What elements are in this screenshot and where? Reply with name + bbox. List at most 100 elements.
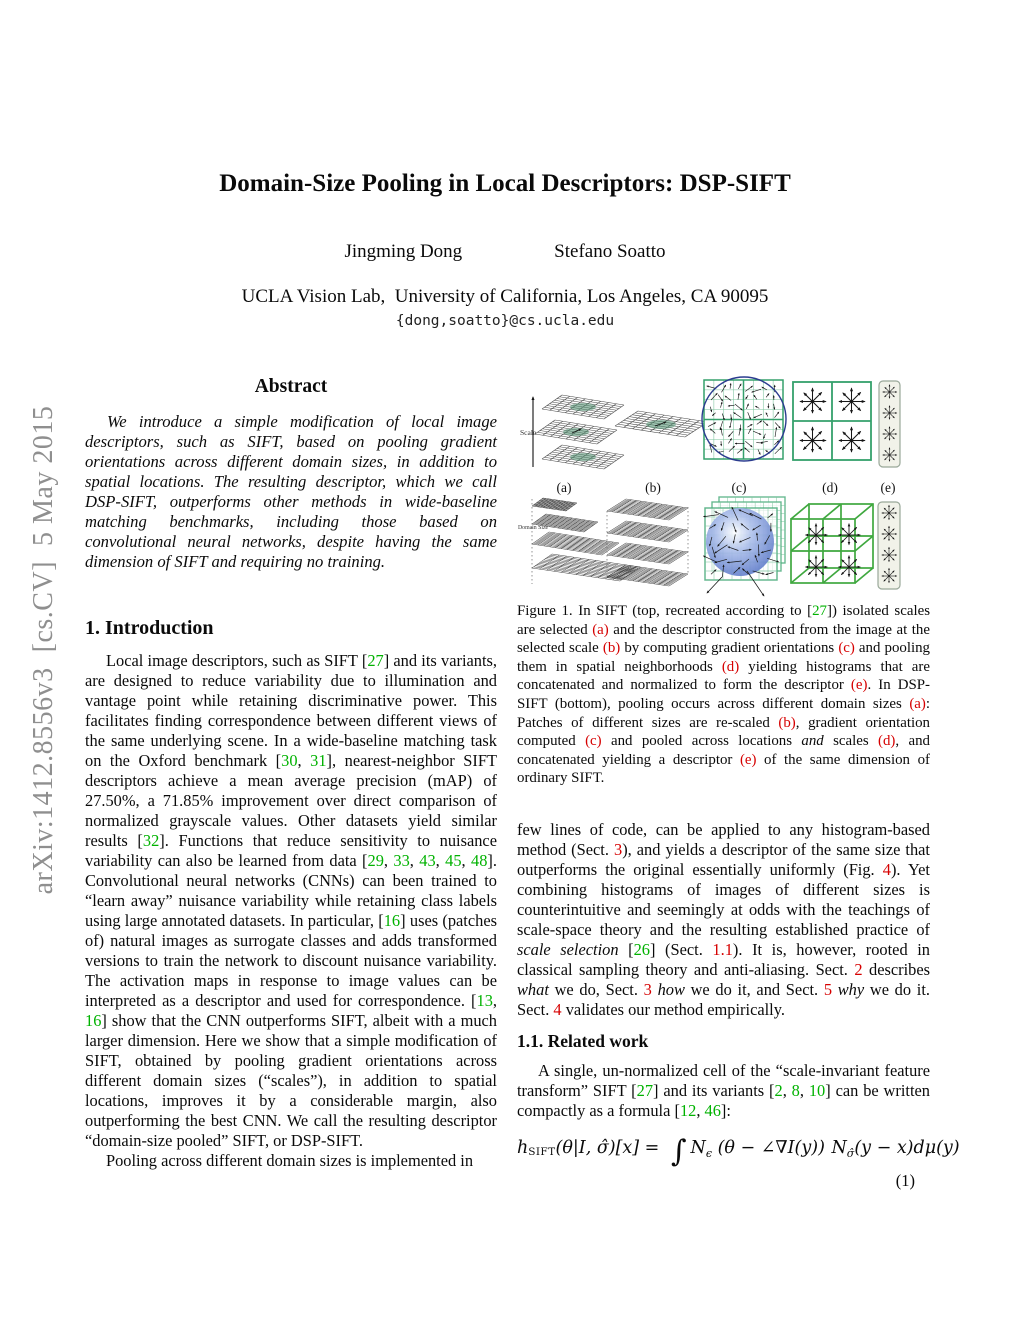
text-run: N	[831, 1138, 847, 1158]
text-run: ] show that the CNN outperforms SIFT, al…	[85, 1011, 497, 1150]
keypoint-circle	[701, 376, 787, 462]
abstract-heading: Abstract	[254, 376, 328, 397]
domain-size-stack: Domain Size	[518, 498, 640, 584]
text-run: ,	[435, 851, 446, 870]
section-ref-link[interactable]: (a)	[592, 621, 609, 638]
gradient-arrow	[714, 511, 729, 518]
section-ref-link[interactable]: 3	[643, 980, 652, 999]
section-ref-link[interactable]: 1.1	[712, 940, 733, 959]
gradient-arrow	[728, 445, 735, 452]
text-run: ], nearest-neighbor SIFT descriptors ach…	[85, 751, 497, 850]
section-ref-link[interactable]: 2	[854, 960, 863, 979]
gradient-arrow	[709, 536, 713, 547]
citation-link[interactable]: 33	[393, 851, 410, 870]
gradient-arrow-field	[702, 506, 780, 578]
gradient-arrow	[762, 420, 769, 426]
gradient-arrow	[702, 514, 719, 518]
gradient-arrow	[730, 414, 733, 421]
gradient-arrow	[774, 411, 780, 418]
citation-link[interactable]: 27	[636, 1081, 654, 1100]
section-ref-link[interactable]: 4	[553, 1000, 562, 1019]
section-ref-link[interactable]: 3	[613, 840, 623, 859]
text-run: [	[618, 940, 634, 959]
citation-link[interactable]: 43	[419, 851, 436, 870]
citation-link[interactable]: 16	[85, 1011, 102, 1030]
text-run: scales	[823, 733, 879, 750]
section-ref-link[interactable]: (e)	[739, 751, 757, 768]
dsp-pooling-cube	[790, 503, 874, 584]
citation-link[interactable]: 48	[471, 851, 488, 870]
text-run: ,	[409, 851, 420, 870]
gradient-arrow	[752, 524, 761, 531]
citation-link[interactable]: 12	[679, 1101, 697, 1120]
gradient-arrow	[753, 413, 763, 418]
gradient-arrow	[760, 440, 768, 444]
gradient-arrow	[741, 568, 749, 575]
gradient-arrow	[755, 532, 759, 541]
text-run: why	[837, 980, 865, 999]
gradient-arrow	[717, 536, 727, 547]
citation-link[interactable]: 16	[383, 911, 401, 930]
gradient-arrow	[767, 513, 774, 519]
gradient-arrow	[757, 449, 761, 455]
section-ref-link[interactable]: (d)	[878, 733, 896, 750]
gradient-arrow	[748, 427, 752, 435]
section-ref-link[interactable]: (e)	[850, 677, 868, 694]
citation-link[interactable]: 2	[774, 1081, 783, 1100]
gradient-arrow	[720, 522, 725, 531]
gradient-arrow	[707, 422, 717, 427]
panel-label-b: (b)	[645, 480, 661, 495]
gradient-arrow	[714, 544, 728, 554]
text-run: ] uses (patches of) natural images as su…	[85, 911, 497, 1010]
gradient-arrow	[733, 412, 742, 418]
gradient-arrow	[751, 388, 762, 393]
gradient-arrow	[728, 431, 734, 438]
selected-scale-arrow	[571, 428, 582, 434]
author-name: Jingming Dong	[344, 241, 463, 262]
gradient-arrow	[753, 394, 758, 400]
email-address: {dong,soatto}@cs.ucla.edu	[395, 313, 615, 329]
citation-link[interactable]: 30	[281, 751, 298, 770]
gradient-arrow	[732, 534, 736, 544]
citation-link[interactable]: 29	[367, 851, 384, 870]
gradient-arrow	[711, 546, 716, 559]
text-run: ). It is, however, rooted in classical s…	[517, 940, 930, 979]
section-ref-link[interactable]: (c)	[585, 733, 602, 750]
paragraph: Local image descriptors, such as SIFT [2…	[85, 651, 497, 1151]
panel-labels: (a) (b) (c) (d) (e)	[557, 480, 896, 495]
dsp-gradient-grids	[703, 497, 785, 596]
rescaled-stack	[607, 499, 688, 586]
citation-link[interactable]: 31	[310, 751, 327, 770]
section-ref-link[interactable]: (c)	[838, 640, 855, 657]
citation-link[interactable]: 27	[367, 651, 384, 670]
section-ref-link[interactable]: (a)	[909, 695, 926, 712]
text-run: ), and yields a descriptor of the same s…	[517, 840, 930, 879]
section-ref-link[interactable]: 4	[882, 860, 891, 879]
section-ref-link[interactable]: (d)	[721, 658, 740, 675]
section-ref-link[interactable]: 5	[823, 980, 833, 999]
citation-link[interactable]: 26	[633, 940, 650, 959]
citation-link[interactable]: 27	[812, 603, 827, 619]
citation-link[interactable]: 32	[142, 831, 160, 850]
text-run: , and concatenated yielding a descriptor	[517, 733, 930, 768]
text-run: ,	[696, 1101, 705, 1120]
gradient-arrow	[754, 554, 758, 563]
citation-link[interactable]: 10	[808, 1081, 826, 1100]
body-text-continuation: few lines of code, can be applied to any…	[517, 820, 930, 1020]
citation-link[interactable]: 8	[791, 1081, 800, 1100]
scale-axis: Scale	[520, 396, 537, 467]
text-run: ,	[782, 1081, 792, 1100]
citation-link[interactable]: 46	[704, 1101, 721, 1120]
gradient-arrow	[733, 567, 741, 574]
gradient-arrow	[766, 557, 780, 563]
text-run: (θ|I, σ̂)[x] =	[555, 1138, 665, 1158]
scale-axis-label: Scale	[520, 428, 537, 437]
section-ref-link[interactable]: (b)	[602, 640, 621, 657]
citation-link[interactable]: 45	[445, 851, 462, 870]
panel-label-d: (d)	[822, 480, 838, 495]
text-run: Pooling across different domain sizes is…	[106, 1151, 474, 1170]
section-ref-link[interactable]: (b)	[778, 714, 796, 731]
citation-link[interactable]: 13	[476, 991, 493, 1010]
gradient-arrow	[740, 523, 749, 531]
gradient-arrow	[760, 549, 771, 554]
